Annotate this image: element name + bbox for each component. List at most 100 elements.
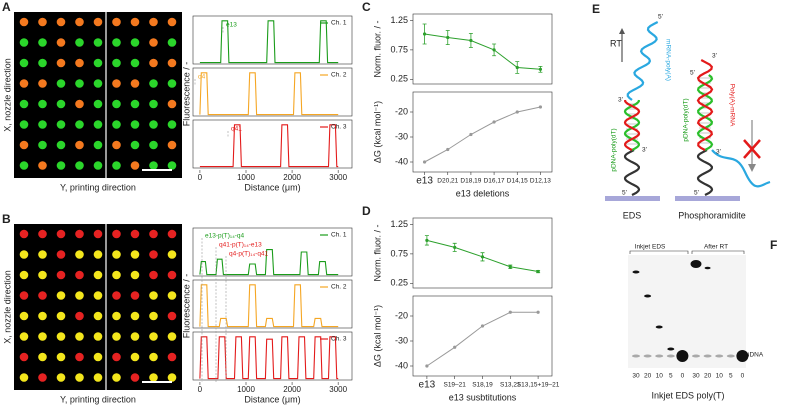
legend-label: Ch. 2	[331, 284, 347, 291]
dot	[149, 311, 158, 321]
rt-label: RT	[610, 38, 622, 48]
dot	[75, 99, 84, 109]
dot	[56, 311, 66, 321]
dot	[75, 373, 84, 382]
point	[508, 310, 512, 314]
dot	[75, 58, 84, 68]
strand	[696, 59, 714, 151]
y-tick-label: 0.25	[390, 278, 408, 288]
legend-label: Ch. 1	[331, 232, 347, 239]
strand	[696, 74, 714, 151]
band	[655, 325, 663, 329]
x-tick-label: 2000	[283, 385, 301, 394]
point	[453, 345, 457, 349]
point	[538, 105, 543, 109]
band	[632, 354, 640, 358]
dot	[167, 79, 177, 88]
plot-frame	[412, 13, 553, 85]
dot	[149, 120, 158, 129]
point	[425, 364, 429, 368]
strand-end: 5'	[622, 190, 627, 197]
lane-label: 10	[656, 373, 664, 380]
dot	[149, 79, 158, 88]
lane-label: 20	[644, 373, 652, 380]
dot	[19, 311, 29, 321]
dot	[19, 250, 29, 259]
dot	[112, 38, 121, 47]
dot	[93, 311, 103, 321]
y-tick-label: -30	[395, 335, 408, 345]
micrograph	[14, 224, 182, 390]
dot	[93, 291, 103, 300]
dot	[167, 332, 177, 341]
trace	[199, 20, 339, 64]
strand-label: pDNA-poly(dT)	[611, 128, 618, 171]
dot	[167, 311, 177, 321]
plot-frame	[192, 227, 353, 277]
x-tick-label: D20,21	[437, 178, 458, 185]
dot	[56, 58, 66, 68]
point	[536, 269, 540, 274]
dot	[38, 291, 47, 300]
cross	[743, 139, 761, 159]
micrograph	[14, 12, 182, 178]
trace	[199, 72, 339, 116]
x-tick-label: 0	[198, 173, 203, 182]
dot	[167, 140, 177, 150]
y-tick-label: 1.25	[390, 15, 408, 25]
point	[515, 65, 519, 70]
lane-label: 30	[692, 373, 700, 380]
image-y-label: X, nozzle direction	[2, 270, 12, 344]
x-tick-label: D14,15	[507, 178, 528, 185]
point	[425, 238, 429, 242]
band	[736, 350, 749, 362]
dot	[56, 120, 66, 129]
lane-label: 5	[729, 373, 733, 380]
dot	[112, 161, 121, 170]
dot	[93, 250, 103, 259]
lane-label: 5	[669, 373, 673, 380]
dot	[149, 140, 158, 150]
plot-frame	[192, 119, 353, 169]
dot	[38, 373, 47, 382]
x-tick-label: 3000	[329, 173, 347, 182]
dot	[75, 250, 84, 259]
dot	[167, 373, 177, 382]
dot	[130, 17, 140, 27]
dot	[19, 58, 29, 68]
surface	[605, 196, 660, 201]
point	[492, 48, 496, 52]
dot	[130, 373, 140, 382]
caption: Phosphoramidite	[678, 210, 746, 220]
point	[453, 245, 457, 250]
point	[480, 324, 485, 328]
dot	[19, 79, 29, 88]
x-tick-label: 1000	[237, 173, 255, 182]
annotation: e13-p(T)₁₄-q4	[205, 233, 245, 240]
dot	[130, 229, 140, 239]
lane-label: 20	[704, 373, 712, 380]
gel	[628, 255, 746, 368]
dot	[75, 270, 84, 280]
x-tick-label: 3000	[329, 385, 347, 394]
legend-label: Ch. 3	[331, 124, 347, 131]
band-label: iDNA	[748, 352, 764, 359]
dot	[38, 250, 47, 259]
dot	[130, 332, 140, 341]
x-tick-label: S13,21	[500, 382, 521, 389]
dot	[112, 311, 121, 321]
dot	[38, 352, 47, 362]
plot-frame	[192, 67, 353, 117]
point	[536, 310, 540, 314]
plot-frame	[412, 295, 553, 377]
point	[480, 255, 485, 259]
dot	[93, 17, 103, 27]
plot-frame	[192, 331, 353, 381]
strand	[696, 149, 714, 196]
band	[655, 354, 664, 358]
panel-label: F	[770, 238, 777, 252]
dot	[149, 58, 158, 68]
dot	[56, 373, 66, 382]
dot	[149, 38, 158, 47]
dot	[130, 352, 140, 362]
